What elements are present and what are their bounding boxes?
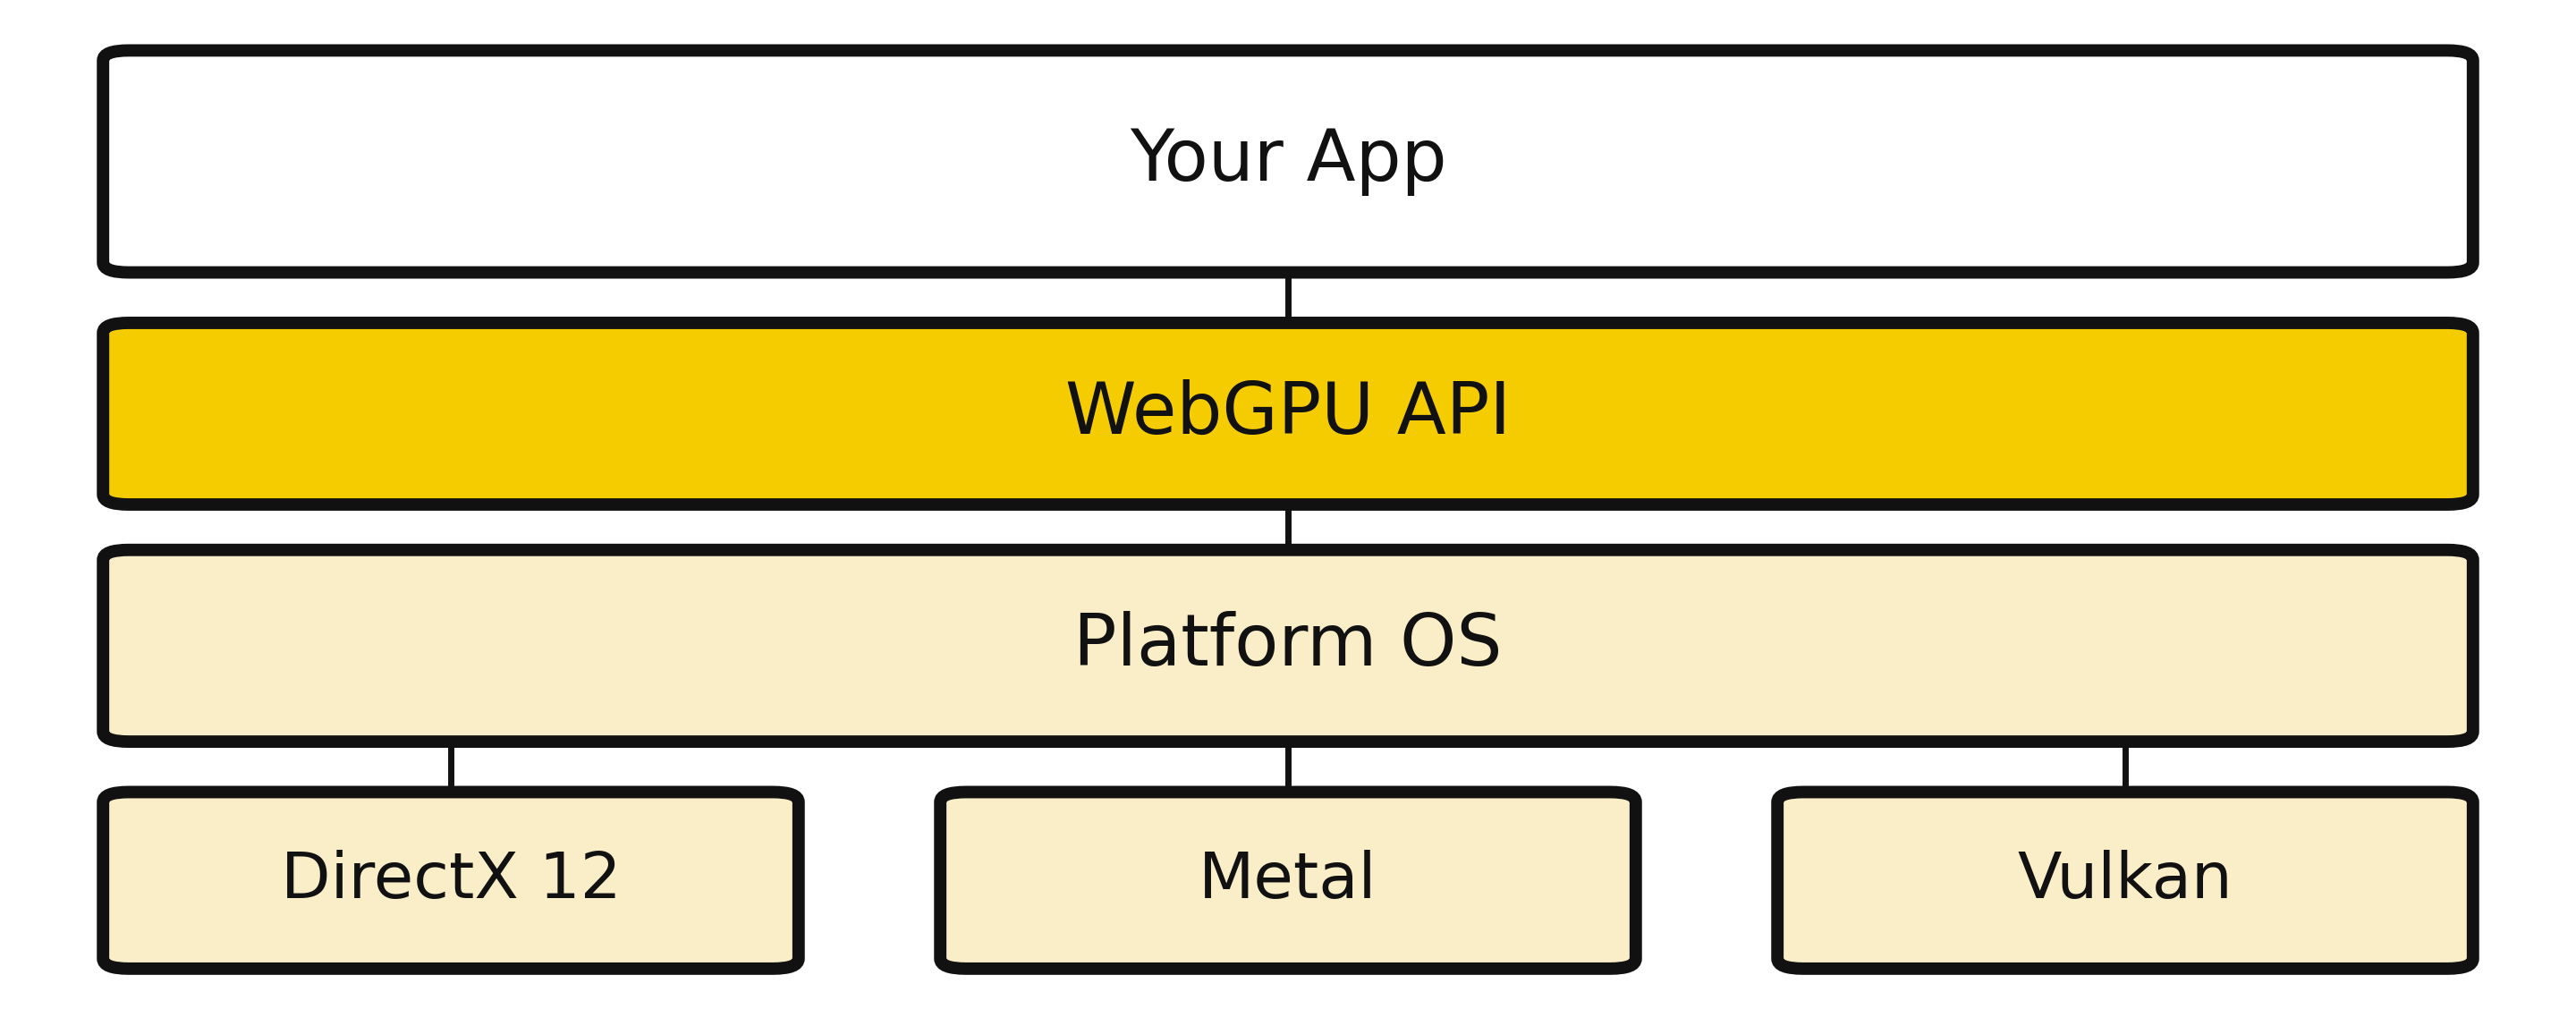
FancyBboxPatch shape xyxy=(103,50,2473,272)
Text: DirectX 12: DirectX 12 xyxy=(281,850,621,911)
Text: Platform OS: Platform OS xyxy=(1074,610,1502,681)
Text: Your App: Your App xyxy=(1128,126,1448,197)
FancyBboxPatch shape xyxy=(940,792,1636,969)
FancyBboxPatch shape xyxy=(103,550,2473,742)
Text: Metal: Metal xyxy=(1198,850,1378,911)
FancyBboxPatch shape xyxy=(103,323,2473,504)
FancyBboxPatch shape xyxy=(1777,792,2473,969)
Text: WebGPU API: WebGPU API xyxy=(1066,378,1510,449)
FancyBboxPatch shape xyxy=(103,792,799,969)
Text: Vulkan: Vulkan xyxy=(2017,850,2233,911)
